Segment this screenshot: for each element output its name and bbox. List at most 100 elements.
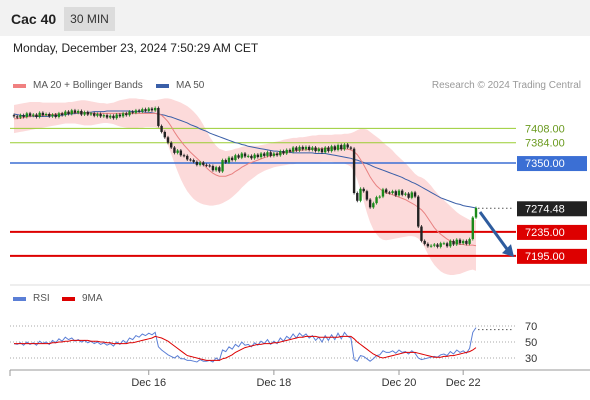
candle-body bbox=[365, 191, 369, 200]
candle-body bbox=[352, 148, 356, 193]
candle-body bbox=[198, 162, 202, 165]
candle-body bbox=[375, 197, 378, 204]
candle-body bbox=[112, 115, 115, 119]
credit-text: Research © 2024 Trading Central bbox=[431, 80, 581, 91]
candle-body bbox=[330, 146, 333, 152]
projection-arrow-head bbox=[502, 244, 514, 258]
candle-body bbox=[465, 240, 468, 244]
candle-body bbox=[125, 113, 128, 116]
legend-ma50: MA 50 bbox=[156, 80, 204, 91]
candle-body bbox=[60, 113, 64, 116]
level-label-pivot-2: 7350.00 bbox=[525, 158, 565, 170]
candle-body bbox=[227, 157, 231, 163]
candle-body bbox=[433, 244, 436, 246]
candle-body bbox=[80, 110, 83, 115]
candle-body bbox=[356, 192, 359, 201]
candle-body bbox=[455, 239, 458, 245]
level-label-resistance-1: 7384.00 bbox=[525, 138, 565, 150]
candle-body bbox=[468, 239, 471, 244]
candle-body bbox=[176, 150, 179, 153]
candle-body bbox=[166, 137, 170, 143]
candle-body bbox=[279, 151, 282, 156]
candle-body bbox=[237, 155, 240, 158]
candle-body bbox=[44, 113, 48, 116]
timestamp: Monday, December 23, 2024 7:50:29 AM CET bbox=[13, 41, 259, 55]
candle-body bbox=[22, 115, 25, 117]
candle-body bbox=[230, 157, 234, 161]
candle-body bbox=[394, 191, 397, 196]
candle-body bbox=[272, 153, 276, 156]
candle-body bbox=[266, 152, 269, 156]
candle-body bbox=[461, 240, 465, 244]
candle-body bbox=[417, 196, 420, 227]
candles bbox=[12, 106, 478, 249]
level-label-resistance-0: 7408.00 bbox=[525, 123, 565, 135]
candle-body bbox=[38, 112, 41, 117]
candle-body bbox=[474, 207, 478, 218]
ma20-label: MA 20 + Bollinger Bands bbox=[33, 80, 143, 91]
candle-body bbox=[163, 131, 166, 138]
candle-body bbox=[288, 149, 292, 152]
candle-body bbox=[83, 112, 86, 115]
candle-body bbox=[70, 110, 73, 114]
candle-body bbox=[324, 147, 327, 153]
timeframe-button[interactable]: 30 MIN bbox=[64, 7, 115, 31]
symbol-title: Cac 40 bbox=[11, 11, 57, 27]
candle-body bbox=[150, 108, 154, 111]
candle-body bbox=[99, 113, 102, 117]
candle-body bbox=[445, 243, 449, 247]
candle-body bbox=[397, 190, 401, 196]
candle-body bbox=[426, 243, 430, 247]
candle-body bbox=[173, 147, 176, 153]
ma50-swatch bbox=[156, 83, 169, 88]
rsi-swatch bbox=[13, 296, 26, 301]
candle-body bbox=[76, 110, 80, 113]
candle-body bbox=[471, 217, 474, 240]
level-label-support-4: 7235.00 bbox=[525, 227, 565, 239]
candle-body bbox=[349, 147, 353, 149]
candle-body bbox=[25, 113, 29, 117]
candle-body bbox=[285, 149, 288, 154]
candle-body bbox=[32, 114, 35, 116]
candle-body bbox=[224, 160, 227, 163]
candle-body bbox=[378, 196, 381, 198]
candle-body bbox=[449, 240, 452, 247]
candle-body bbox=[86, 112, 89, 115]
candle-body bbox=[372, 203, 375, 208]
candle-body bbox=[275, 153, 279, 156]
candle-body bbox=[144, 109, 147, 111]
candle-body bbox=[429, 245, 433, 247]
candle-body bbox=[243, 153, 247, 157]
candle-body bbox=[298, 146, 301, 151]
candle-body bbox=[192, 160, 195, 162]
candle-body bbox=[16, 116, 19, 118]
candle-body bbox=[240, 153, 243, 158]
candle-body bbox=[263, 153, 266, 156]
candle-body bbox=[410, 192, 414, 198]
candle-body bbox=[54, 114, 57, 117]
rsi-tick-label: 70 bbox=[525, 321, 537, 333]
candle-body bbox=[160, 125, 163, 132]
candle-body bbox=[391, 191, 394, 193]
candle-body bbox=[439, 243, 442, 247]
candle-body bbox=[118, 114, 122, 117]
level-label-support-5: 7195.00 bbox=[525, 251, 565, 263]
candle-body bbox=[253, 154, 256, 159]
candle-body bbox=[384, 189, 388, 193]
ma50-label: MA 50 bbox=[176, 80, 205, 91]
candle-body bbox=[423, 240, 426, 244]
rsi-9ma-line bbox=[14, 335, 477, 361]
candle-body bbox=[259, 153, 263, 158]
candle-body bbox=[388, 192, 391, 194]
candle-body bbox=[89, 113, 93, 115]
rsi-tick-label: 30 bbox=[525, 353, 537, 365]
candle-body bbox=[141, 109, 144, 112]
rsi-line bbox=[13, 327, 477, 363]
candle-body bbox=[295, 147, 298, 151]
candle-body bbox=[131, 111, 134, 113]
candle-body bbox=[336, 145, 340, 150]
candle-body bbox=[93, 113, 96, 116]
level-label-bg-3 bbox=[517, 201, 587, 217]
candle-body bbox=[250, 155, 253, 159]
candle-body bbox=[157, 107, 160, 126]
